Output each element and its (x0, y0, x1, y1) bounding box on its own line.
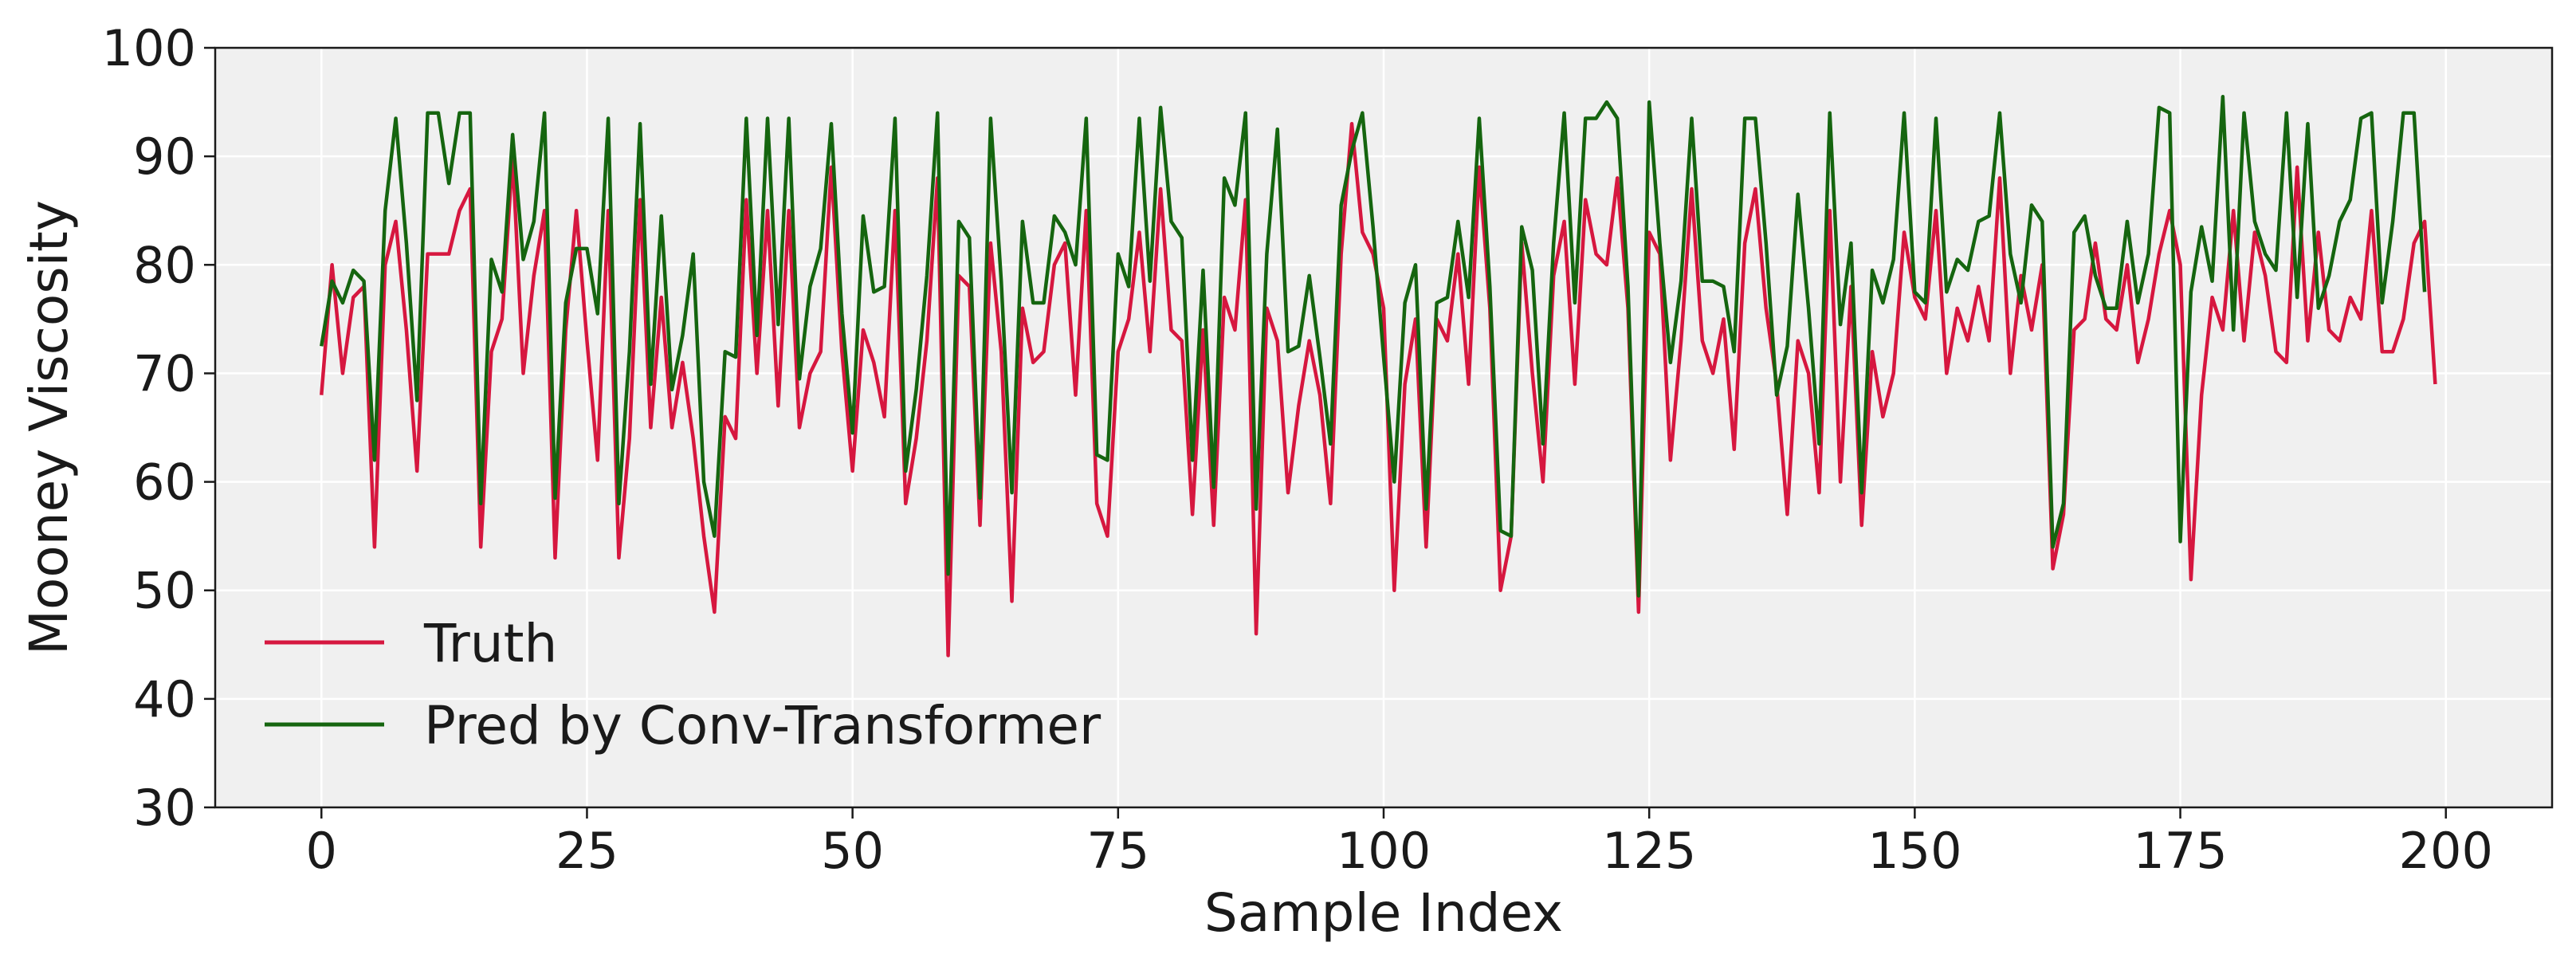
x-tick-label: 200 (2399, 822, 2493, 880)
y-tick-label: 80 (133, 236, 196, 294)
x-tick-label: 125 (1602, 822, 1696, 880)
y-tick-label: 70 (133, 344, 196, 402)
x-tick-label: 0 (306, 822, 337, 880)
x-tick-label: 100 (1337, 822, 1431, 880)
y-tick-label: 30 (133, 779, 196, 837)
series-line (320, 95, 2427, 598)
y-tick-label: 100 (102, 19, 196, 77)
x-axis-label: Sample Index (1204, 882, 1563, 944)
x-tick-label: 75 (1086, 822, 1149, 880)
series-layer (320, 95, 2437, 658)
x-tick-label: 50 (821, 822, 884, 880)
y-tick-label: 40 (133, 670, 196, 728)
x-axis: 0 25 50 75 100 125 150 175 200 (306, 807, 2493, 880)
x-tick-label: 25 (556, 822, 618, 880)
x-tick-label: 150 (1867, 822, 1961, 880)
y-axis-label: Mooney Viscosity (18, 200, 80, 655)
y-tick-label: 90 (133, 128, 196, 186)
series-pred (320, 95, 2427, 598)
y-axis: 30 40 50 60 70 80 90 100 (102, 19, 215, 837)
x-tick-label: 175 (2133, 822, 2227, 880)
legend-label-pred: Pred by Conv-Transformer (424, 695, 1101, 756)
y-tick-label: 60 (133, 454, 196, 512)
y-tick-label: 50 (133, 562, 196, 620)
legend-label-truth: Truth (423, 613, 557, 674)
legend: Truth Pred by Conv-Transformer (265, 613, 1101, 756)
